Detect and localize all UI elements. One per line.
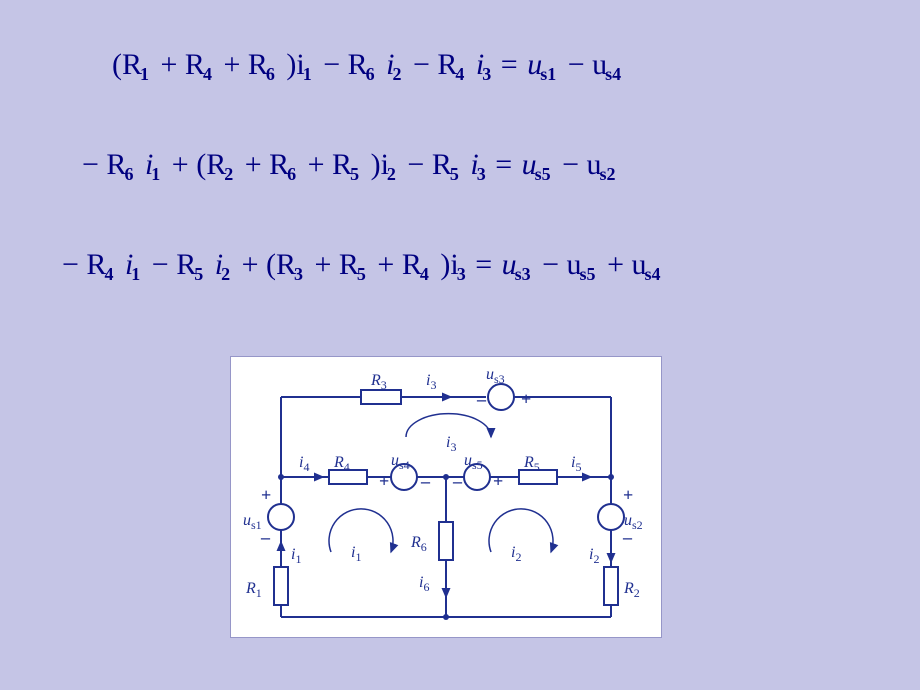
label-i6: i6 (419, 574, 429, 594)
us1-plus: + (261, 485, 271, 505)
slide: (R1 + R4 + R6 )i1 − R6 i2 − R4 i3 = us1 … (0, 0, 920, 690)
label-i2-branch: i2 (589, 546, 599, 566)
us4-plus: + (379, 471, 389, 491)
us2-minus: – (622, 527, 633, 547)
us2-plus: + (623, 485, 633, 505)
us3-minus: – (476, 389, 487, 409)
us1-minus: – (260, 527, 271, 547)
equation-1: (R1 + R4 + R6 )i1 − R6 i2 − R4 i3 = us1 … (110, 50, 920, 83)
label-i1-branch: i1 (291, 546, 301, 566)
label-i4: i4 (299, 454, 309, 474)
us5-plus: + (493, 471, 503, 491)
label-loop-i3: i3 (446, 434, 456, 454)
label-r6: R6 (410, 534, 427, 554)
equation-3: − R4 i1 − R5 i2 + (R3 + R5 + R4 )i3 = us… (60, 250, 920, 283)
us5-minus: – (452, 471, 463, 491)
label-r1: R1 (245, 580, 262, 600)
label-i3-branch: i3 (426, 372, 436, 392)
label-us3: us3 (486, 366, 505, 386)
label-i5: i5 (571, 454, 581, 474)
circuit-figure: R3 i3 us3 – + i3 i4 R4 us4 + – us5 – + R… (230, 356, 662, 638)
us4-minus: – (420, 471, 431, 491)
label-loop-i2: i2 (511, 544, 521, 564)
label-us1: us1 (243, 512, 262, 532)
label-r2: R2 (623, 580, 640, 600)
label-loop-i1: i1 (351, 544, 361, 564)
equation-2: − R6 i1 + (R2 + R6 + R5 )i2 − R5 i3 = us… (80, 150, 920, 183)
us3-plus: + (521, 389, 531, 409)
